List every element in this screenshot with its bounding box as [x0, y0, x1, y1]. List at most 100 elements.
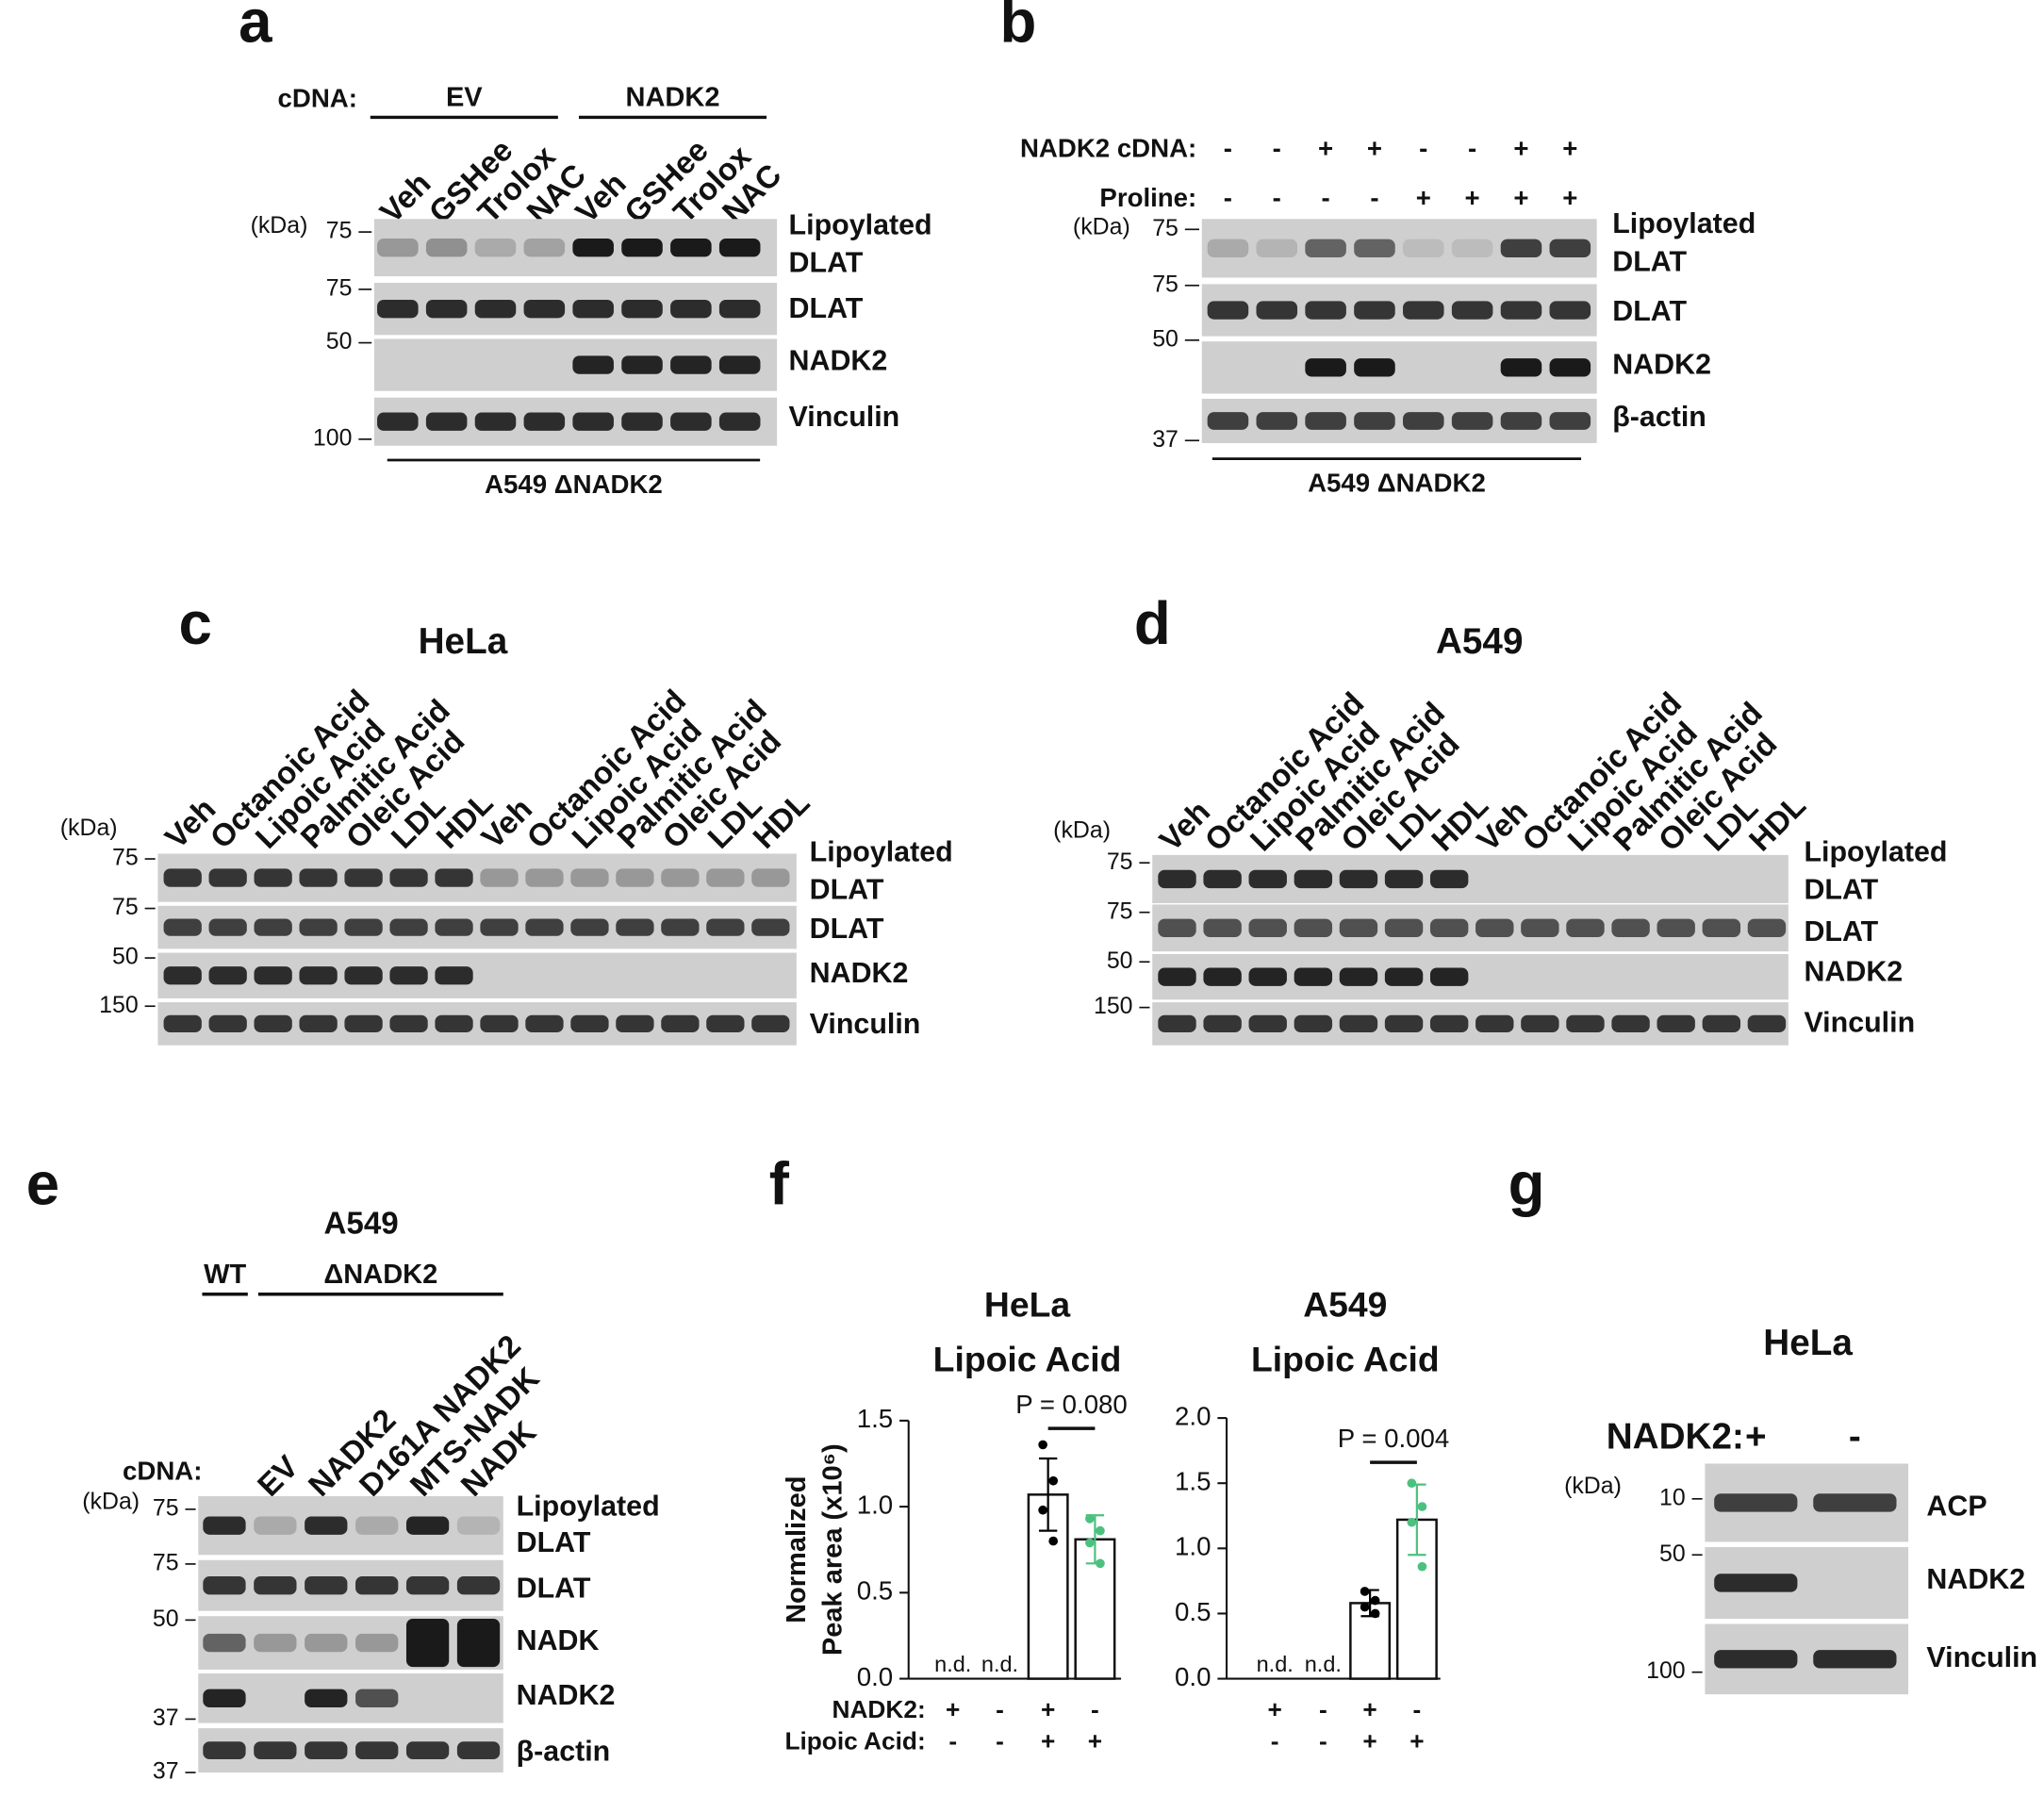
band [435, 868, 473, 887]
band [1354, 358, 1395, 377]
header-label: cDNA: [278, 84, 357, 113]
data-point [1038, 1440, 1047, 1450]
marker-label: 75 [153, 1494, 179, 1521]
blot-label: Lipoylated [789, 209, 932, 241]
condition-value: - [1224, 183, 1232, 212]
blot-label: DLAT [1612, 245, 1687, 277]
band [1384, 1014, 1424, 1033]
condition-value: - [1370, 183, 1378, 212]
data-point [1038, 1505, 1047, 1515]
band [208, 966, 247, 985]
band [706, 868, 745, 887]
band [1500, 412, 1542, 430]
y-axis-label: Normalized [782, 1476, 812, 1623]
group-label: EV [446, 83, 483, 113]
band [344, 966, 383, 985]
band [670, 412, 712, 431]
band [425, 299, 468, 319]
blot-label: DLAT [1804, 915, 1878, 947]
band [1475, 1014, 1514, 1033]
condition-value: - [1419, 133, 1427, 162]
panel-letter: c [179, 590, 212, 657]
band [661, 868, 700, 887]
band [1384, 918, 1424, 937]
band [344, 1014, 383, 1033]
condition-value: + [1367, 133, 1382, 162]
x-row-label: NADK2: [832, 1695, 926, 1723]
band [718, 299, 761, 319]
panel-letter: f [769, 1151, 790, 1218]
panel-title: HeLa [419, 621, 508, 662]
band [254, 1741, 297, 1760]
group-label: ΔNADK2 [323, 1260, 437, 1290]
data-point [1360, 1602, 1370, 1612]
band [570, 918, 609, 936]
band [1294, 869, 1333, 889]
band [1611, 1014, 1650, 1033]
band [1657, 1014, 1695, 1033]
panel-letter: b [999, 0, 1036, 55]
band [572, 355, 614, 374]
band [1429, 967, 1469, 986]
band [1403, 412, 1444, 430]
blot-strip [198, 1616, 503, 1670]
band [1294, 1014, 1333, 1033]
y-tick-label: 0.0 [1175, 1662, 1211, 1691]
blot-strip [198, 1673, 503, 1723]
band [254, 1576, 297, 1595]
footer-label: A549 ΔNADK2 [485, 470, 663, 499]
data-point [1417, 1502, 1427, 1511]
marker-label: 50 [1659, 1541, 1686, 1567]
band [1747, 1014, 1787, 1033]
band [1248, 1014, 1287, 1033]
band [1339, 869, 1378, 889]
x-row-value: + [1409, 1726, 1424, 1755]
band [621, 412, 663, 431]
x-row-value: + [1041, 1695, 1055, 1723]
band [163, 918, 202, 936]
band [389, 918, 428, 936]
blot-label: DLAT [1612, 295, 1687, 327]
condition-label: Proline: [1099, 183, 1196, 212]
blot-strip [157, 1002, 797, 1046]
blot-label: Lipoylated [1804, 836, 1947, 868]
band [389, 868, 428, 887]
band [405, 1516, 450, 1535]
blot-label: NADK2 [810, 957, 909, 989]
band [1747, 918, 1787, 937]
condition-value: - [1468, 133, 1476, 162]
band [1549, 301, 1591, 320]
footer-label: A549 ΔNADK2 [1308, 469, 1486, 498]
band [1714, 1493, 1798, 1512]
band [1256, 412, 1298, 430]
band [523, 412, 566, 431]
band [1451, 301, 1493, 320]
marker-label: 75 [1107, 849, 1133, 875]
y-tick-label: 0.5 [1175, 1597, 1211, 1626]
marker-label: 50 [326, 328, 353, 354]
blot-label: NADK [517, 1624, 600, 1656]
band [425, 412, 468, 431]
band [1305, 301, 1346, 320]
band [1521, 1014, 1559, 1033]
band [355, 1516, 399, 1535]
band [525, 1014, 564, 1033]
band [1429, 1014, 1469, 1033]
x-row-value: - [1413, 1695, 1422, 1723]
condition-value: + [1745, 1416, 1767, 1457]
data-point [1048, 1475, 1059, 1486]
data-point [1370, 1608, 1380, 1619]
blot-label: Vinculin [789, 401, 900, 433]
data-point [1085, 1514, 1095, 1524]
band [572, 238, 614, 257]
band [1813, 1650, 1897, 1669]
band [621, 299, 663, 319]
band [1429, 918, 1469, 937]
band [1158, 869, 1196, 889]
y-axis-label: Peak area (x10⁶) [818, 1443, 849, 1656]
value-label: n.d. [1305, 1652, 1342, 1676]
band [299, 1014, 338, 1033]
blot-strip [198, 1496, 503, 1556]
x-row-value: - [1091, 1695, 1099, 1723]
band [1403, 301, 1444, 320]
